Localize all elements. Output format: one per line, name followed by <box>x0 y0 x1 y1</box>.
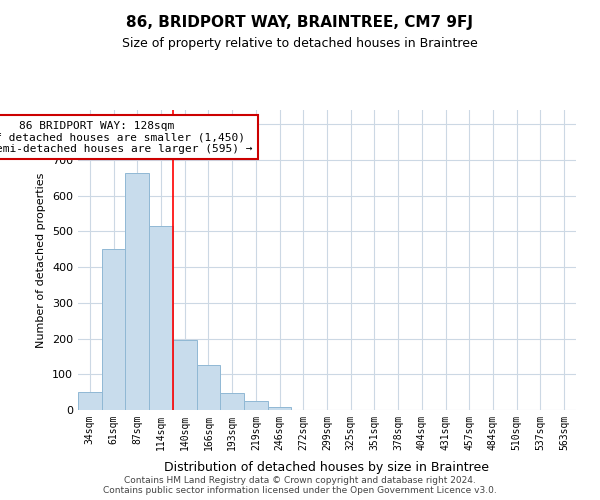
Bar <box>268 407 292 410</box>
Bar <box>173 340 197 410</box>
X-axis label: Distribution of detached houses by size in Braintree: Distribution of detached houses by size … <box>164 461 490 474</box>
Bar <box>220 393 244 410</box>
Bar <box>244 401 268 410</box>
Bar <box>78 392 102 410</box>
Text: Size of property relative to detached houses in Braintree: Size of property relative to detached ho… <box>122 38 478 51</box>
Bar <box>197 364 220 410</box>
Bar <box>102 250 125 410</box>
Y-axis label: Number of detached properties: Number of detached properties <box>37 172 46 348</box>
Text: 86, BRIDPORT WAY, BRAINTREE, CM7 9FJ: 86, BRIDPORT WAY, BRAINTREE, CM7 9FJ <box>127 15 473 30</box>
Text: Contains HM Land Registry data © Crown copyright and database right 2024.
Contai: Contains HM Land Registry data © Crown c… <box>103 476 497 495</box>
Bar <box>149 226 173 410</box>
Text: 86 BRIDPORT WAY: 128sqm
← 70% of detached houses are smaller (1,450)
29% of semi: 86 BRIDPORT WAY: 128sqm ← 70% of detache… <box>0 120 252 154</box>
Bar <box>125 172 149 410</box>
